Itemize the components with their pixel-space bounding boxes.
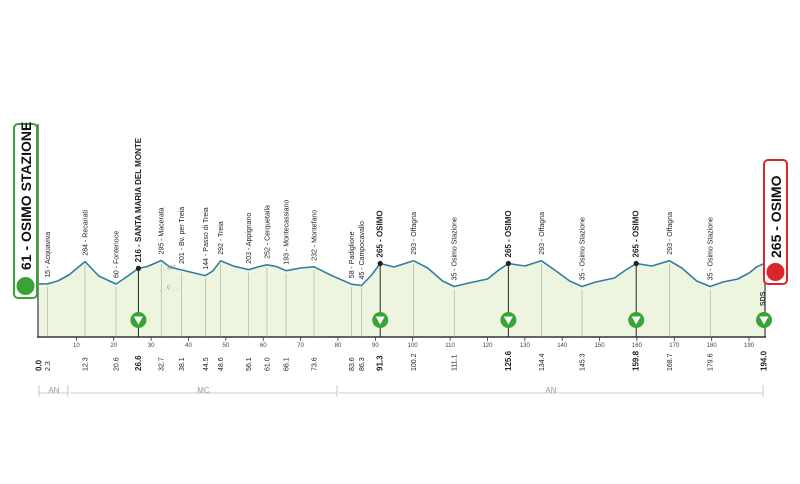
altitude-tick-label: 0 [167, 285, 170, 291]
waypoint-label: 293 - Offagna [667, 212, 674, 255]
x-tick-label: 110 [445, 343, 455, 349]
waypoint-label: 216 - SANTA MARIA DEL MONTE [134, 137, 143, 262]
x-tick-label: 160 [632, 343, 643, 349]
waypoint-label: 265 - OSIMO [504, 210, 513, 257]
province-label: AN [48, 386, 59, 395]
start-label: 61 - OSIMO STAZIONE [18, 122, 34, 270]
waypoint-label: 144 - Passo di Treia [203, 207, 210, 269]
waypoint-km-label: 194.0 [760, 350, 769, 371]
waypoint-km-label: 0.0 [35, 359, 44, 371]
feed-zone-arrow [759, 316, 769, 325]
x-tick-label: 180 [707, 343, 718, 349]
x-tick-label: 150 [595, 343, 606, 349]
profile-area [39, 260, 764, 337]
altitude-tick-label: 200 [167, 265, 176, 271]
start-badge-frame [13, 123, 38, 299]
waypoint-label: 265 - OSIMO [632, 210, 641, 257]
sprint-marker-label: SDS [760, 291, 767, 306]
waypoint-label: 265 - OSIMO [376, 210, 385, 257]
waypoint-label: 295 - Macerata [159, 207, 166, 254]
waypoint-km-label: 61.0 [265, 357, 272, 371]
waypoint-km-label: 26.6 [134, 355, 143, 371]
waypoint-label: 201 - Bv. per Treia [179, 207, 186, 264]
waypoint-km-label: 56.1 [246, 357, 253, 371]
label-layer: 0.0 15 - Acquaviva 2.3 284 - Recanati 12.3 60… [35, 137, 769, 395]
waypoint-km-label: 179.6 [708, 353, 715, 371]
province-label: MC [197, 386, 210, 395]
feed-zone-arrow [133, 316, 143, 325]
finish-badge-frame [763, 159, 788, 285]
feed-zone-arrow [375, 316, 385, 325]
x-tick-label: 190 [744, 343, 755, 349]
x-tick-label: 140 [557, 343, 568, 349]
waypoint-label: 58 - Padiglione [349, 231, 356, 278]
waypoint-label: 45 - Campocavallo [359, 221, 366, 279]
waypoint-dot [377, 260, 383, 267]
x-tick-label: 80 [335, 343, 342, 349]
x-tick-label: 60 [260, 343, 267, 349]
feed-zone-arrow [503, 316, 513, 325]
x-tick-label: 120 [482, 343, 493, 349]
finish-icon [766, 263, 785, 281]
x-tick-label: 130 [520, 343, 531, 349]
province-label: AN [545, 386, 556, 395]
waypoint-km-label: 159.8 [632, 350, 641, 371]
x-tick-label: 20 [110, 343, 117, 349]
waypoint-km-label: 44.5 [203, 357, 210, 371]
x-tick-label: 30 [148, 343, 155, 349]
waypoint-label: 252 - Cerquetaila [265, 205, 272, 259]
waypoint-label: 203 - Appignano [246, 213, 253, 264]
waypoint-dot [135, 265, 142, 271]
waypoint-dot [505, 260, 511, 267]
waypoint-label: 60 - Fontenoce [114, 231, 121, 278]
waypoint-km-label: 66.1 [284, 357, 291, 371]
waypoint-label: 35 - Osimo Stazione [452, 217, 459, 281]
waypoint-km-label: 48.6 [218, 357, 225, 371]
waypoint-km-label: 2.3 [45, 361, 52, 371]
start-icon [16, 277, 35, 295]
finish-badge: 265 - OSIMO [763, 159, 788, 285]
waypoint-km-label: 20.6 [114, 357, 121, 371]
waypoint-km-label: 168.7 [667, 353, 674, 371]
waypoint-label: 15 - Acquaviva [45, 232, 52, 278]
waypoint-km-label: 125.6 [504, 350, 513, 371]
waypoint-label: 293 - Offagna [411, 212, 418, 255]
x-tick-label: 170 [669, 343, 680, 349]
x-tick-label: 40 [185, 343, 192, 349]
waypoint-label: 232 - Montefano [312, 210, 319, 261]
x-tick-label: 10 [73, 343, 80, 349]
waypoint-dot [633, 260, 639, 267]
start-badge: 61 - OSIMO STAZIONE [13, 122, 38, 299]
waypoint-km-label: 86.3 [359, 357, 366, 371]
waypoint-km-label: 83.6 [349, 357, 356, 371]
x-tick-label: 90 [372, 343, 379, 349]
waypoint-km-label: 145.3 [580, 353, 587, 371]
endpoint-layer: 61 - OSIMO STAZIONE 265 - OSIMO [13, 122, 788, 299]
axis-layer: 200 0 10 20 30 40 50 60 70 80 90 100 110 120 130 140 150… [37, 124, 766, 397]
waypoint-label: 293 - Offagna [539, 212, 546, 255]
waypoint-km-label: 91.3 [376, 355, 385, 371]
waypoint-km-label: 111.1 [452, 354, 459, 371]
waypoint-km-label: 100.2 [411, 353, 418, 371]
finish-label: 265 - OSIMO [768, 175, 784, 258]
waypoint-km-label: 73.6 [312, 357, 319, 371]
waypoint-km-label: 38.1 [179, 357, 186, 371]
x-tick-label: 100 [408, 343, 419, 349]
x-tick-label: 70 [297, 343, 304, 349]
waypoint-label: 35 - Osimo Stazione [708, 217, 715, 281]
waypoint-km-label: 134.4 [539, 353, 546, 371]
profile-area-layer [38, 259, 765, 337]
waypoint-label: 35 - Osimo Stazione [580, 217, 587, 281]
waypoint-label: 284 - Recanati [83, 210, 90, 256]
waypoint-label: 292 - Treia [218, 221, 225, 255]
waypoint-label: 193 - Montecassiano [284, 200, 291, 265]
waypoint-km-label: 12.3 [83, 357, 90, 371]
waypoint-km-label: 32.7 [159, 357, 166, 371]
feed-zone-arrow [631, 316, 641, 325]
marker-layer [47, 260, 772, 337]
profile-line [38, 259, 765, 288]
x-tick-label: 50 [223, 343, 230, 349]
